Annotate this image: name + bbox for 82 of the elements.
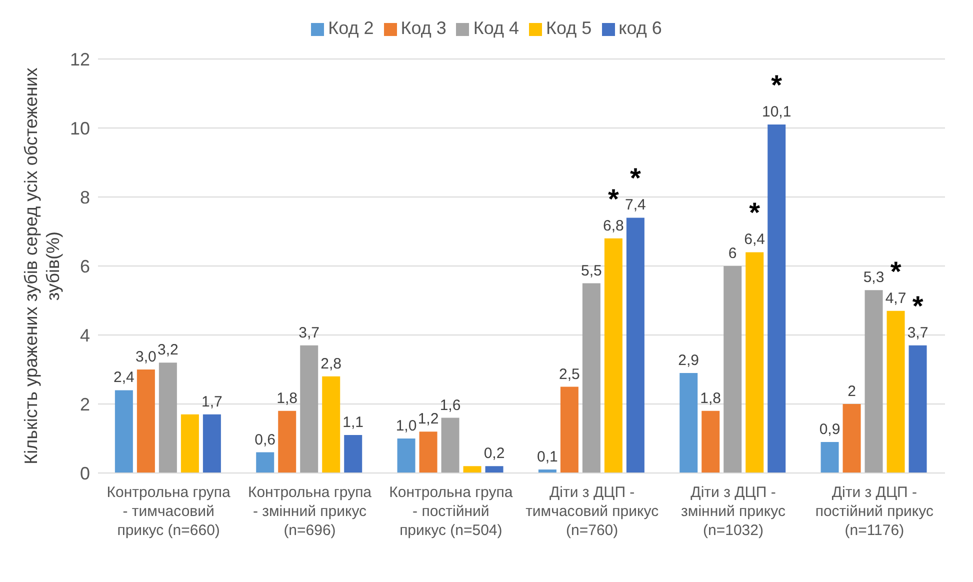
data-label: 0,1: [537, 448, 558, 466]
data-label: 6,8: [603, 217, 624, 234]
data-label: 0,9: [819, 420, 840, 438]
x-tick-label: Діти з ДЦП - тимчасовий прикус (n=760): [526, 484, 660, 539]
data-label: 3,0: [136, 348, 156, 366]
data-label: 10,1: [762, 104, 792, 121]
bar: [278, 410, 296, 473]
bar: [136, 370, 155, 473]
bar: [864, 290, 883, 473]
data-label: 2,5: [559, 366, 580, 383]
y-tick-label: 6: [80, 256, 90, 276]
data-label: 1,1: [342, 414, 364, 432]
bar: [908, 345, 927, 473]
annotation: *: [912, 290, 924, 322]
bar: [724, 266, 742, 473]
annotation: *: [630, 162, 641, 194]
x-tick-label: Діти з ДЦП - змінний прикус (n=1032): [681, 484, 786, 539]
legend-label: Код 2: [328, 18, 374, 38]
x-tick-label: Контрольна група - змінний прикус (n=696): [248, 484, 372, 539]
bar: [680, 372, 698, 473]
bar: [256, 452, 274, 473]
data-label: 6,4: [744, 231, 766, 248]
bar: [886, 310, 905, 473]
data-label: 0,2: [484, 445, 505, 462]
bar: [485, 466, 504, 473]
data-label: 3,2: [158, 342, 178, 359]
data-label: 5,3: [863, 269, 884, 286]
y-axis-title: Кількість уражених зубів серед усіх обстежених зубів(%): [21, 68, 63, 464]
bar: [344, 435, 362, 473]
legend-label: код 6: [618, 18, 662, 38]
legend-label: Код 5: [546, 18, 592, 38]
data-label: 4,7: [885, 290, 906, 307]
bar: [604, 238, 622, 473]
y-tick-label: 0: [80, 463, 90, 484]
annotation: *: [749, 197, 760, 228]
data-label: 2,8: [320, 355, 342, 372]
legend-label: Код 3: [400, 18, 446, 38]
data-label: 2,9: [678, 352, 700, 369]
x-tick-label: Діти з ДЦП - постійний прикус (n=1176): [815, 484, 934, 539]
y-tick-label: 4: [80, 325, 90, 346]
bar: [820, 442, 839, 473]
data-label: 1,7: [202, 393, 222, 410]
bar: [842, 404, 861, 473]
bar: [560, 386, 578, 473]
annotation: *: [608, 183, 619, 214]
y-tick-label: 12: [70, 49, 90, 70]
data-label: 5,5: [581, 262, 602, 280]
y-tick-label: 2: [80, 394, 90, 414]
legend-label: Код 4: [473, 18, 520, 38]
x-tick-label: Контрольна група - тимчасовий прикус (n=660): [106, 484, 232, 539]
annotation: *: [771, 70, 782, 101]
data-label: 6: [728, 245, 737, 262]
bar: [202, 414, 221, 473]
bar: [582, 283, 600, 473]
data-label: 1,2: [418, 410, 439, 428]
bar: [746, 252, 764, 473]
data-label: 3,7: [298, 324, 320, 342]
bar: [626, 218, 644, 473]
annotation: *: [890, 256, 902, 287]
bar: [180, 414, 199, 473]
bar: [158, 362, 177, 473]
data-label: 0,6: [254, 431, 276, 448]
y-tick-label: 10: [70, 118, 90, 138]
bar: [300, 345, 318, 473]
data-label: 1,8: [700, 390, 722, 407]
data-label: 1,0: [396, 418, 417, 434]
bar: [441, 418, 460, 473]
data-label: 7,4: [625, 196, 646, 214]
bar: [702, 410, 720, 473]
x-tick-label: Контрольна група - постійний прикус (n=504): [389, 484, 514, 539]
bar: [397, 438, 416, 473]
bar: [114, 390, 133, 473]
data-label: 1,8: [276, 390, 298, 407]
bar: [768, 124, 786, 473]
data-label: 2: [848, 383, 856, 400]
bar: [322, 376, 340, 473]
data-label: 3,7: [907, 324, 928, 342]
data-label: 1,6: [440, 396, 461, 414]
y-tick-label: 8: [80, 187, 90, 208]
bar: [419, 432, 438, 473]
data-label: 2,4: [114, 369, 134, 386]
bar: [463, 466, 482, 473]
